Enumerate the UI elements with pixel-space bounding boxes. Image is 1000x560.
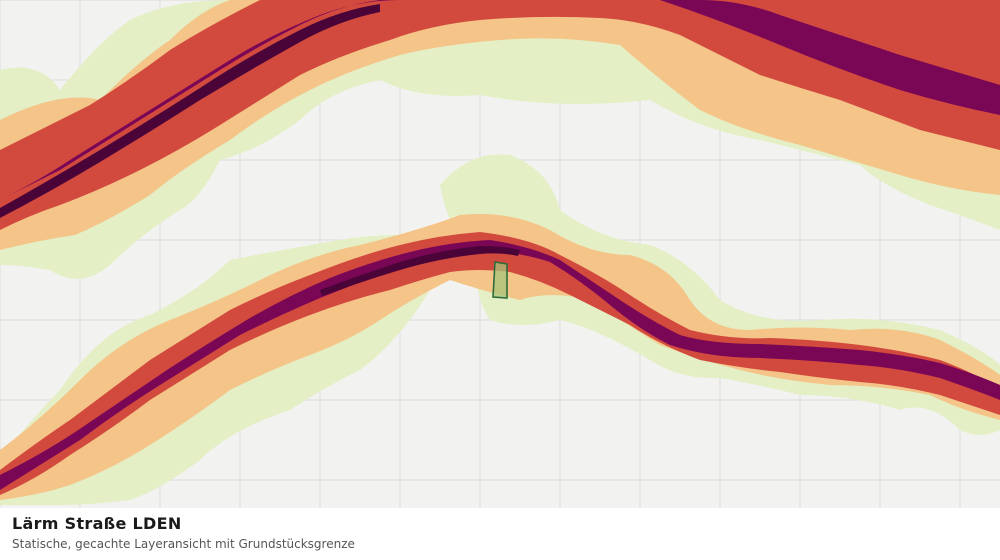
noise-zone-very-high <box>0 0 1000 490</box>
parcel-boundary[interactable] <box>492 261 508 299</box>
noise-map <box>0 0 1000 508</box>
layer-subtitle: Statische, gecachte Layeransicht mit Gru… <box>12 537 355 551</box>
layer-title: Lärm Straße LDEN <box>12 514 182 533</box>
map-caption: Lärm Straße LDEN Statische, gecachte Lay… <box>0 508 1000 560</box>
noise-zone-extreme <box>0 4 520 296</box>
map-view[interactable] <box>0 0 1000 508</box>
